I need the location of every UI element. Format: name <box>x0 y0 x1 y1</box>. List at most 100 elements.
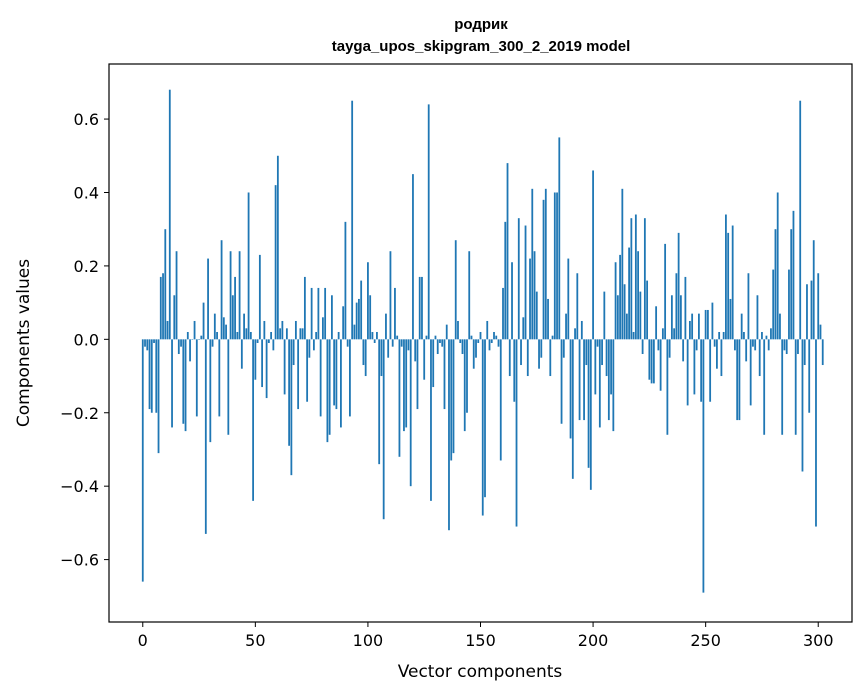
bar-62 <box>281 320 284 340</box>
bar-39 <box>229 251 232 340</box>
bar-41 <box>234 276 236 340</box>
bar-177 <box>540 339 543 358</box>
bar-149 <box>477 339 480 343</box>
bar-228 <box>655 306 658 340</box>
bar-176 <box>538 339 540 369</box>
x-tick-label-2: 100 <box>353 631 384 650</box>
bar-69 <box>297 339 300 410</box>
bar-23 <box>193 320 196 340</box>
x-axis-label: Vector components <box>398 662 563 682</box>
bar-178 <box>542 199 545 340</box>
bar-262 <box>731 225 734 340</box>
bar-154 <box>488 339 491 351</box>
bar-70 <box>299 328 302 340</box>
bar-147 <box>472 339 475 369</box>
bar-14 <box>173 295 176 340</box>
bar-92 <box>349 339 351 417</box>
bar-102 <box>371 331 374 340</box>
bar-60 <box>276 155 279 340</box>
bar-270 <box>749 339 752 406</box>
bar-132 <box>439 339 441 343</box>
bar-121 <box>414 339 417 362</box>
bar-261 <box>729 298 732 340</box>
bar-196 <box>583 339 585 421</box>
bar-225 <box>648 339 651 380</box>
bar-24 <box>195 339 198 417</box>
bar-4 <box>150 339 153 413</box>
bar-77 <box>315 331 318 340</box>
bar-127 <box>427 104 430 340</box>
bar-30 <box>209 339 212 443</box>
bar-272 <box>754 339 757 351</box>
bar-89 <box>342 306 345 340</box>
bar-91 <box>346 339 349 347</box>
bar-100 <box>367 262 369 340</box>
bar-201 <box>594 339 597 395</box>
bar-188 <box>565 313 567 340</box>
bar-63 <box>283 339 286 395</box>
bar-114 <box>398 339 401 457</box>
bar-134 <box>443 339 446 410</box>
bar-143 <box>463 339 466 432</box>
bar-98 <box>362 339 365 366</box>
bar-104 <box>376 331 378 340</box>
bar-165 <box>513 339 516 402</box>
bar-187 <box>562 339 565 358</box>
bar-286 <box>785 339 788 355</box>
bar-252 <box>709 339 712 402</box>
bar-179 <box>544 188 547 340</box>
bar-288 <box>790 229 793 340</box>
bar-204 <box>601 339 603 366</box>
bar-10 <box>164 229 167 340</box>
bar-109 <box>387 339 390 358</box>
bar-59 <box>274 185 277 340</box>
bar-197 <box>585 339 588 366</box>
bar-293 <box>801 339 804 472</box>
bar-54 <box>263 320 266 340</box>
bar-273 <box>756 295 759 340</box>
bar-253 <box>711 302 714 340</box>
x-tick-label-3: 150 <box>465 631 496 650</box>
bar-53 <box>261 339 263 388</box>
bar-48 <box>249 331 252 340</box>
bar-120 <box>412 174 414 340</box>
bar-125 <box>423 339 426 380</box>
bar-232 <box>664 243 667 340</box>
bar-64 <box>285 328 288 340</box>
bar-34 <box>218 339 221 417</box>
chart-title-line-2: tayga_upos_skipgram_300_2_2019 model <box>332 38 631 55</box>
bar-105 <box>378 339 381 465</box>
bar-107 <box>382 339 385 520</box>
bar-138 <box>452 339 455 454</box>
bar-249 <box>702 339 705 593</box>
bar-81 <box>324 287 327 340</box>
bar-21 <box>189 339 191 362</box>
bar-230 <box>659 339 662 391</box>
bar-282 <box>776 192 779 340</box>
bar-13 <box>171 339 173 428</box>
bar-82 <box>326 339 329 443</box>
bar-1 <box>144 339 146 347</box>
bar-8 <box>159 276 162 340</box>
bar-40 <box>231 295 234 340</box>
bar-137 <box>450 339 453 461</box>
bar-142 <box>461 339 464 355</box>
bar-268 <box>745 339 748 362</box>
bar-43 <box>238 251 241 340</box>
bar-246 <box>695 339 698 351</box>
bar-28 <box>204 339 207 534</box>
bar-45 <box>243 313 245 340</box>
bar-207 <box>607 339 610 421</box>
bar-47 <box>247 192 250 340</box>
bar-216 <box>628 247 630 340</box>
bar-20 <box>186 331 189 340</box>
bar-145 <box>468 251 471 340</box>
bar-78 <box>317 287 320 340</box>
bar-243 <box>688 320 691 340</box>
bar-285 <box>783 339 786 351</box>
bar-221 <box>639 291 642 340</box>
bar-9 <box>162 273 164 340</box>
bar-110 <box>389 251 392 340</box>
bar-162 <box>506 163 509 340</box>
bar-200 <box>592 170 594 340</box>
